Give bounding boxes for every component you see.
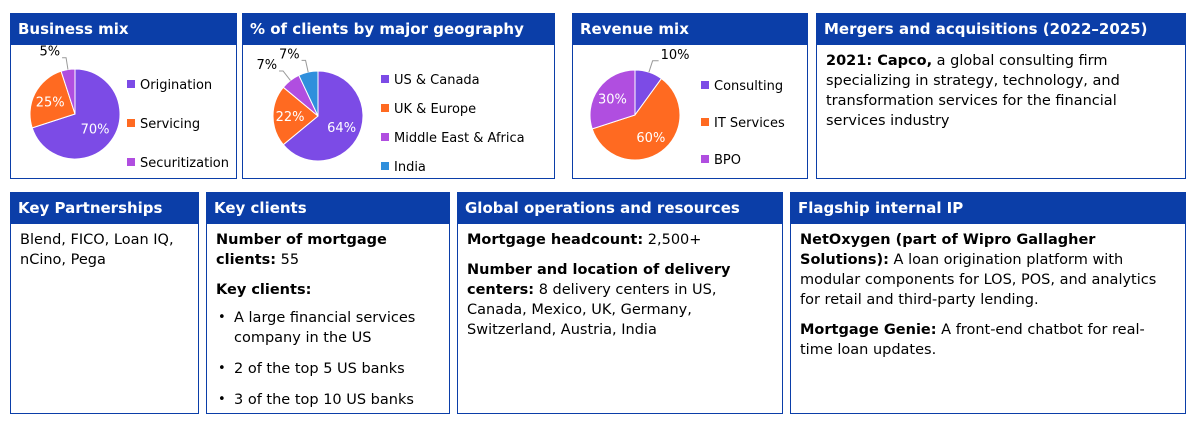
pie-data-label: 30% [598,93,627,108]
pie-slice-it-services [591,77,681,161]
key-clients-body: Number of mortgage clients: 55 Key clien… [207,224,449,413]
legend-swatch [701,118,709,126]
netoxygen-label: NetOxygen (part of Wipro Gallagher Solut… [800,232,1096,268]
leader-line [648,60,659,73]
list-item: A large financial services company in th… [216,308,440,348]
legend-swatch [381,75,389,83]
client-count-value: 55 [276,252,300,268]
pie-data-label: 60% [636,131,665,146]
key-clients-title: Key clients [207,193,449,224]
ip-body: NetOxygen (part of Wipro Gallagher Solut… [791,224,1185,413]
leader-line [62,57,69,70]
legend-item: IT Services [701,116,785,131]
legend-item: Middle East & Africa [381,131,525,146]
business-mix-pie: 70% 25% 5% [29,45,121,160]
leader-line [301,59,309,73]
revenue-mix-panel: Revenue mix 10% 60% 30% Consulting IT Servi… [572,13,808,179]
legend-label: Consulting [714,79,784,94]
pie-slice-uk-europe [272,86,319,146]
legend-swatch [381,162,389,170]
partnerships-panel: Key Partnerships Blend, FICO, Loan IQ, n… [10,192,199,414]
legend-label: Securitization [140,156,229,171]
legend-swatch [127,119,135,127]
legend-swatch [127,80,135,88]
legend-swatch [701,155,709,163]
headcount-value: 2,500+ [643,232,702,248]
ip-title: Flagship internal IP [791,193,1185,224]
delivery-centers-value: 8 delivery centers in US, Canada, Mexico… [467,282,717,338]
mortgage-genie-text: A front-end chatbot for real-time loan u… [800,322,1145,358]
pie-data-label: 5% [39,45,60,60]
pie-slice-origination [31,68,121,160]
revenue-mix-title: Revenue mix [573,14,807,45]
legend-label: Origination [140,78,213,93]
revenue-mix-pie: 10% 60% 30% [589,48,690,161]
legend-label: UK & Europe [394,102,477,117]
pie-slice-us-canada [282,70,364,162]
mna-text: 2021: Capco, a global consulting firm sp… [817,45,1185,178]
netoxygen-text: A loan origination platform with modular… [800,252,1157,308]
legend-item: BPO [701,153,741,168]
legend-item: UK & Europe [381,102,476,117]
legend-label: BPO [714,153,741,168]
pie-data-label: 70% [81,123,110,138]
pie-data-label: 7% [256,58,277,73]
business-mix-legend: Origination Servicing Securitization [127,45,237,175]
mna-lead: 2021: Capco, [826,53,933,69]
headcount-label: Mortgage headcount: [467,232,644,248]
legend-item: US & Canada [381,73,480,88]
legend-swatch [381,104,389,112]
key-clients-list: A large financial services company in th… [216,308,440,410]
legend-swatch [701,81,709,89]
geography-title: % of clients by major geography [243,14,554,45]
pie-data-label: 10% [661,48,690,63]
pie-slice-securitization [60,68,76,115]
operations-panel: Global operations and resources Mortgage… [457,192,783,414]
pie-data-label: 22% [276,110,305,125]
pie-data-label: 25% [36,95,65,110]
legend-item: Securitization [127,156,229,171]
partnerships-title: Key Partnerships [11,193,198,224]
business-mix-panel: Business mix 70% 25% 5% Origination Servici… [10,13,237,179]
business-mix-title: Business mix [11,14,236,45]
mna-description: a global consulting firm specializing in… [826,53,1120,129]
pie-data-label: 7% [279,47,300,62]
legend-label: US & Canada [394,73,480,88]
geography-legend: US & Canada UK & Europe Middle East & Afri… [381,45,553,175]
legend-item: Servicing [127,117,200,132]
legend-swatch [127,158,135,166]
legend-label: Servicing [140,117,201,132]
legend-label: India [394,160,426,175]
legend-item: India [381,160,426,175]
legend-label: IT Services [714,116,785,131]
partnerships-text: Blend, FICO, Loan IQ, nCino, Pega [20,232,174,268]
pie-slice-servicing [29,70,76,129]
operations-body: Mortgage headcount: 2,500+ Number and lo… [458,224,782,413]
revenue-mix-legend: Consulting IT Services BPO [701,45,807,175]
mortgage-genie-label: Mortgage Genie: [800,322,937,338]
pie-slice-bpo [589,69,636,130]
geography-panel: % of clients by major geography 64% 22% 7%… [242,13,555,179]
client-count-label: Number of mortgage clients: [216,232,387,268]
mna-panel: Mergers and acquisitions (2022–2025) 202… [816,13,1186,179]
legend-item: Origination [127,78,212,93]
pie-slice-india [298,70,319,117]
delivery-centers-label: Number and location of delivery centers: [467,262,731,298]
leader-line [279,70,291,81]
ip-panel: Flagship internal IP NetOxygen (part of … [790,192,1186,414]
key-clients-panel: Key clients Number of mortgage clients: … [206,192,450,414]
legend-swatch [381,133,389,141]
legend-label: Middle East & Africa [394,131,525,146]
legend-item: Consulting [701,79,783,94]
key-clients-list-label: Key clients: [216,282,312,298]
operations-title: Global operations and resources [458,193,782,224]
geography-pie: 64% 22% 7%7% [256,47,364,162]
list-item: 3 of the top 10 US banks [216,390,440,410]
pie-data-label: 64% [327,121,356,136]
mna-title: Mergers and acquisitions (2022–2025) [817,14,1185,45]
list-item: 2 of the top 5 US banks [216,359,440,379]
